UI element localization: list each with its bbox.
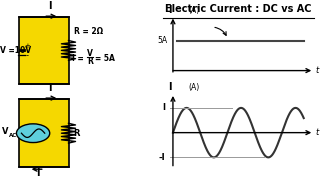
Text: -I: -I bbox=[158, 153, 165, 162]
Text: t: t bbox=[315, 128, 318, 137]
Text: = 5A: = 5A bbox=[95, 54, 115, 63]
Text: Electric Current : DC vs AC: Electric Current : DC vs AC bbox=[165, 4, 312, 15]
Text: V =10V: V =10V bbox=[0, 46, 31, 55]
Text: R: R bbox=[74, 129, 80, 138]
Text: I: I bbox=[169, 5, 172, 15]
Text: (A): (A) bbox=[188, 83, 200, 92]
Text: I: I bbox=[48, 1, 52, 11]
Circle shape bbox=[16, 124, 50, 143]
Text: (A): (A) bbox=[188, 6, 200, 15]
Text: I: I bbox=[162, 103, 165, 112]
Text: +: + bbox=[24, 43, 30, 49]
Text: V: V bbox=[87, 49, 93, 58]
Bar bbox=[19, 99, 69, 167]
Text: AC: AC bbox=[9, 133, 17, 138]
Text: 5A: 5A bbox=[157, 36, 168, 45]
Text: -: - bbox=[26, 51, 29, 60]
Text: t: t bbox=[315, 66, 318, 75]
Text: I: I bbox=[169, 82, 172, 92]
Text: I =: I = bbox=[72, 54, 84, 63]
Text: R = 2Ω: R = 2Ω bbox=[74, 27, 103, 36]
Text: R: R bbox=[87, 57, 93, 66]
Text: V: V bbox=[2, 127, 8, 136]
Text: I: I bbox=[48, 83, 52, 93]
Bar bbox=[19, 17, 69, 84]
Text: I: I bbox=[36, 168, 40, 177]
